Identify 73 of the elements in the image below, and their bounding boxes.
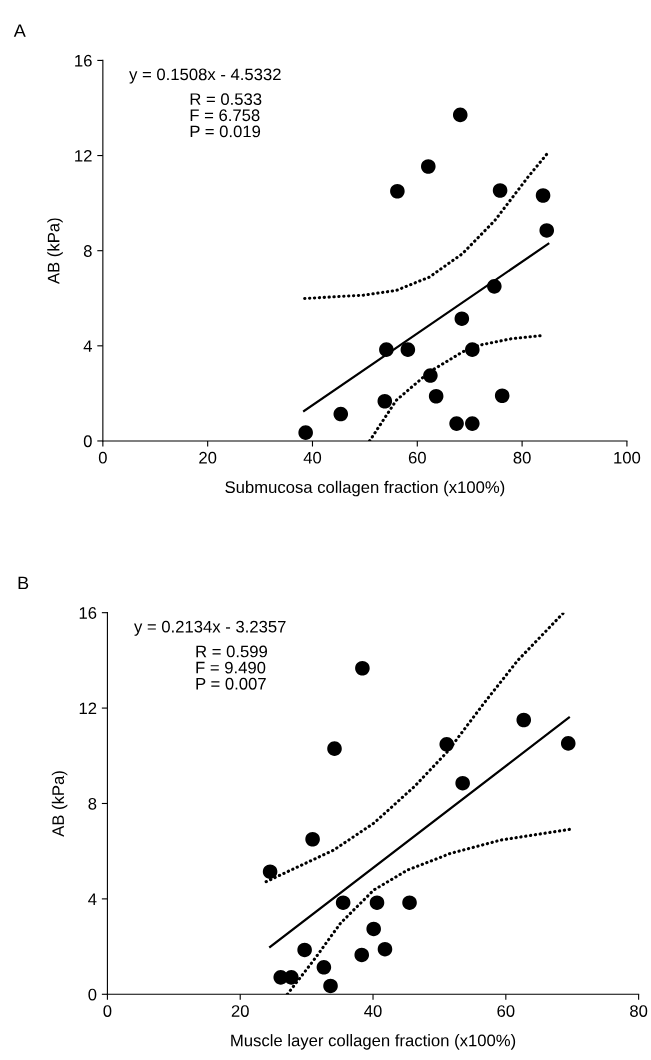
point <box>535 188 551 203</box>
x-tick-label: 80 <box>630 1005 648 1017</box>
point <box>323 978 338 994</box>
point <box>297 942 312 958</box>
point <box>465 342 480 357</box>
annotation: R = 0.599 <box>196 645 268 658</box>
point <box>305 831 320 847</box>
point <box>366 921 381 937</box>
y-tick-label: 0 <box>88 988 97 1001</box>
point <box>369 895 385 910</box>
point <box>333 406 349 422</box>
x-tick-label: 40 <box>364 1005 382 1017</box>
x-tick-label: 0 <box>103 1005 112 1017</box>
annotation: y = 0.2134x - 3.2357 <box>134 620 286 636</box>
x-tick-label: 100 <box>614 451 641 464</box>
x-axis-title: Muscle layer collagen fraction (x100%) <box>231 1034 516 1050</box>
annotation: P = 0.007 <box>196 677 266 690</box>
x-tick-label: 0 <box>98 451 107 464</box>
point <box>494 388 510 404</box>
annotation: R = 0.533 <box>190 93 262 106</box>
y-axis-title: AB (kPa) <box>51 771 68 837</box>
x-tick-label: 20 <box>231 1005 249 1017</box>
y-tick-label: 0 <box>83 435 92 448</box>
x-tick-label: 60 <box>497 1005 515 1017</box>
point <box>455 775 470 791</box>
point <box>465 416 480 431</box>
point <box>327 741 342 756</box>
annotation: F = 9.490 <box>196 661 266 674</box>
annotation: P = 0.019 <box>190 125 261 138</box>
chart-title: B <box>18 576 29 590</box>
point <box>379 342 394 357</box>
annotation: F = 6.758 <box>190 109 260 122</box>
x-tick-label: 60 <box>408 451 426 464</box>
point <box>449 416 464 431</box>
point <box>355 660 370 676</box>
line-series <box>303 151 550 301</box>
y-tick-label: 4 <box>88 893 97 905</box>
y-tick-label: 4 <box>83 340 92 352</box>
y-axis-title: AB (kPa) <box>47 218 63 284</box>
point <box>400 342 416 357</box>
x-tick-label: 40 <box>303 451 322 464</box>
point <box>298 425 313 440</box>
point <box>316 960 332 975</box>
point <box>377 941 393 957</box>
point <box>421 159 436 174</box>
point <box>439 737 455 752</box>
x-tick-label: 80 <box>513 451 531 464</box>
point <box>423 368 438 383</box>
point <box>335 895 351 910</box>
point <box>402 895 417 910</box>
point <box>454 311 470 326</box>
point <box>492 183 508 198</box>
point <box>354 947 370 963</box>
y-tick-label: 12 <box>75 149 92 162</box>
point <box>487 279 502 294</box>
annotation: y = 0.1508x - 4.5332 <box>129 68 281 84</box>
point <box>377 393 393 409</box>
point <box>539 223 555 238</box>
x-axis-title: Submucosa collagen fraction (x100%) <box>225 480 505 497</box>
y-tick-label: 8 <box>88 797 97 810</box>
point <box>284 970 299 985</box>
point <box>452 107 468 123</box>
y-tick-label: 8 <box>83 245 92 257</box>
point <box>428 388 444 404</box>
y-tick-label: 16 <box>75 54 92 67</box>
chart-title: A <box>13 24 26 37</box>
point <box>390 183 405 199</box>
point <box>560 736 576 751</box>
point <box>262 864 278 879</box>
y-tick-label: 12 <box>79 702 97 715</box>
point <box>516 712 532 728</box>
x-tick-label: 20 <box>199 451 217 464</box>
y-tick-label: 16 <box>79 607 97 619</box>
